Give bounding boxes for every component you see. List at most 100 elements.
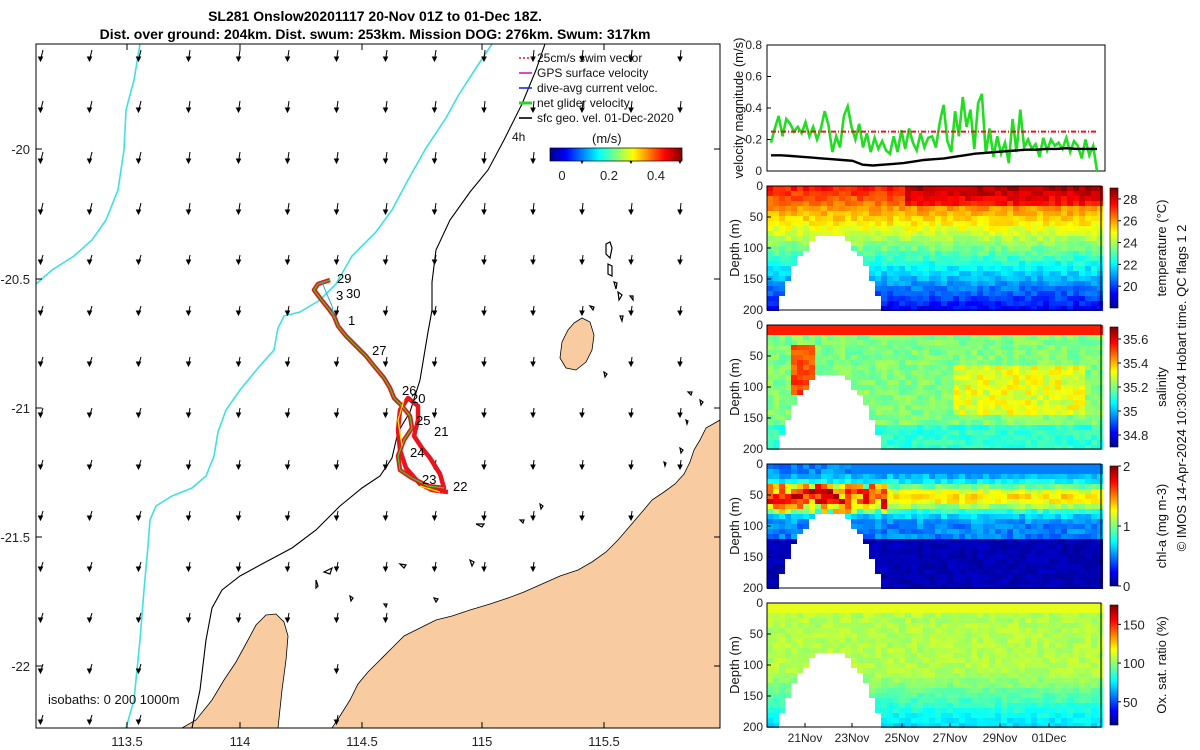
section-ytick: 150 <box>743 550 763 564</box>
velocity-arrow <box>333 663 340 675</box>
velocity-arrow <box>382 305 389 317</box>
section-colorbar-label: Ox. sat. ratio (%) <box>1154 616 1169 714</box>
velocity-arrow <box>333 510 340 522</box>
velocity-arrow <box>135 459 142 471</box>
velocity-arrow <box>677 254 683 266</box>
velocity-arrow <box>579 407 585 419</box>
velocity-arrow <box>333 612 340 624</box>
velocity-arrow <box>481 510 487 522</box>
velocity-arrow <box>333 305 340 317</box>
track-day-label: 1 <box>348 313 355 328</box>
velocity-arrow <box>481 100 487 114</box>
velocity-arrow <box>284 100 291 114</box>
velocity-arrow <box>284 254 291 266</box>
velocity-arrow <box>431 407 438 419</box>
section-colorbar <box>1109 187 1119 309</box>
map-axes: 113.5 114 114.5 115 115.5 -20 -20.5 -21 -21.5 -22 <box>0 44 720 749</box>
section-ytick: 150 <box>743 411 763 425</box>
velocity-arrow <box>481 459 487 471</box>
velocity-arrow <box>185 356 192 368</box>
mainland <box>331 419 720 728</box>
peninsula <box>181 613 289 728</box>
velocity-arrow <box>530 459 536 471</box>
velocity-arrow <box>86 663 93 675</box>
section-colorbar-tick: 34.8 <box>1123 428 1148 443</box>
velocity-arrow <box>530 100 536 114</box>
small-islands <box>315 241 704 609</box>
track-day-label: 20 <box>411 391 425 406</box>
velocity-arrow <box>431 49 438 63</box>
isobaths-label: isobaths: 0 200 1000m <box>48 692 180 707</box>
velocity-arrow <box>235 459 242 471</box>
velocity-arrow <box>481 356 487 368</box>
track-day-label: 21 <box>434 424 448 439</box>
velocity-arrow <box>235 407 242 419</box>
velocity-arrow <box>628 202 634 216</box>
velocity-arrow <box>382 407 389 419</box>
velocity-arrow <box>37 459 44 471</box>
track-day-label: 27 <box>372 343 386 358</box>
velocity-arrow <box>628 407 634 419</box>
track-day-label: 26 <box>402 383 416 398</box>
velocity-arrow <box>431 100 438 114</box>
velocity-arrow <box>37 407 44 419</box>
time-tick-label: 29Nov <box>983 731 1018 745</box>
velocity-arrow <box>185 561 192 573</box>
velocity-arrow <box>677 49 683 63</box>
section-colorbar-label: temperature (°C) <box>1154 200 1169 297</box>
velocity-arrow <box>135 202 142 216</box>
velocity-arrow <box>37 151 44 165</box>
velocity-arrow <box>37 202 44 216</box>
velocity-arrow <box>382 100 389 114</box>
section-colorbar-tick: 20 <box>1123 279 1137 294</box>
map-frame <box>35 43 721 729</box>
section-colorbar-tick: 35.6 <box>1123 332 1148 347</box>
velocity-arrow <box>677 100 683 114</box>
velocity-arrow <box>185 612 192 624</box>
velocity-arrow <box>235 510 242 522</box>
legend-label: sfc geo. vel. 01-Dec-2020 <box>537 111 674 125</box>
velocity-arrow <box>135 714 142 726</box>
section-colorbar-tick: 26 <box>1123 214 1137 229</box>
isobath-coast <box>36 44 493 728</box>
legend-entry: GPS surface velocity <box>519 66 648 80</box>
section-colorbar-tick: 0 <box>1123 579 1130 594</box>
velocity-arrow <box>382 151 389 165</box>
section-colorbar-tick: 1 <box>1123 519 1130 534</box>
velocity-arrow <box>677 202 683 216</box>
velocity-arrow <box>86 254 93 266</box>
velocity-arrow <box>284 356 291 368</box>
velocity-arrow <box>481 407 487 419</box>
colorbar-tick: 0 <box>558 168 565 183</box>
track-day-label: 23 <box>422 472 436 487</box>
legend-entry: 25cm/s swim vector <box>519 51 642 65</box>
section-colorbar-label: chl-a (mg m-3) <box>1154 484 1169 569</box>
section-colorbar-tick: 35.2 <box>1123 380 1148 395</box>
velocity-ytick: 0.2 <box>745 133 762 147</box>
velocity-arrow <box>135 49 142 63</box>
velocity-arrow <box>481 202 487 216</box>
track-day-label: 24 <box>410 445 424 460</box>
velocity-ytick: 0.8 <box>745 38 762 52</box>
velocity-arrow <box>284 305 291 317</box>
velocity-arrow <box>135 254 142 266</box>
velocity-arrow <box>37 714 44 726</box>
section-ytick: 0 <box>756 179 763 193</box>
velocity-arrow <box>382 612 389 624</box>
velocity-arrow <box>235 151 242 165</box>
legend-label: 25cm/s swim vector <box>537 51 642 65</box>
velocity-arrow <box>333 714 340 726</box>
velocity-arrow <box>86 151 93 165</box>
velocity-arrow <box>431 305 438 317</box>
velocity-arrow <box>37 510 44 522</box>
section-ylabel: Depth (m) <box>727 219 742 277</box>
velocity-arrow <box>481 49 487 63</box>
map-xtick-label: 115.5 <box>588 734 620 749</box>
velocity-arrow <box>284 561 291 573</box>
section-ytick: 0 <box>756 457 763 471</box>
velocity-arrow <box>284 459 291 471</box>
velocity-arrow <box>530 202 536 216</box>
map-ytick-label: -20 <box>11 142 30 157</box>
colorbar-label: (m/s) <box>592 131 622 146</box>
